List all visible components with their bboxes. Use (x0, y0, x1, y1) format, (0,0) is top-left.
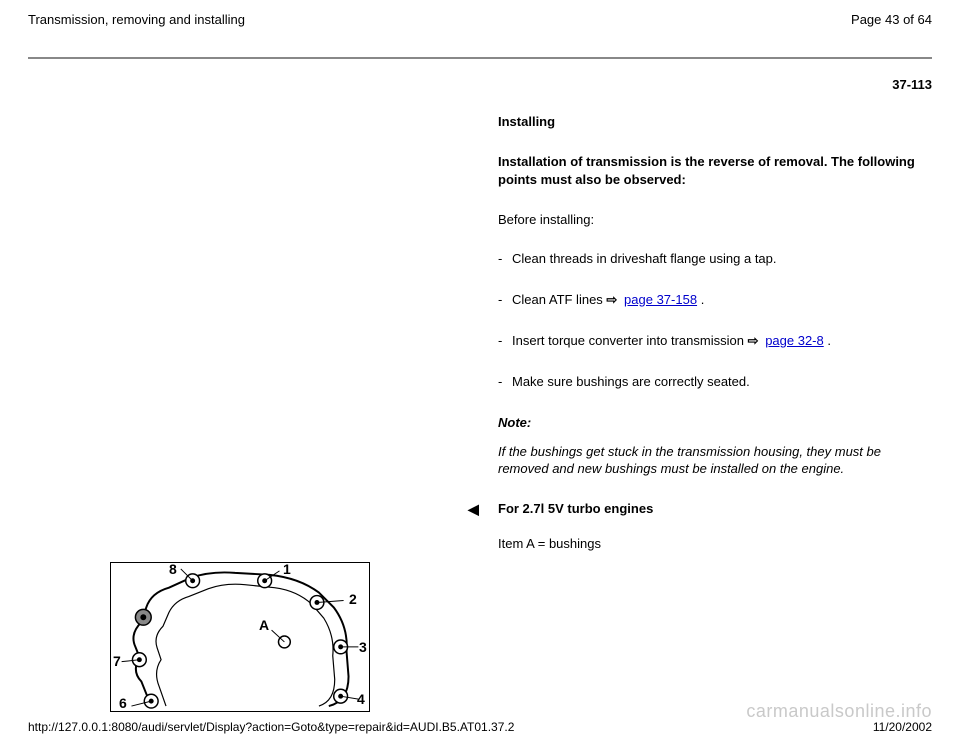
bullet-pre: Insert torque converter into transmissio… (512, 333, 748, 348)
bullet-dash: - (498, 251, 512, 268)
bullet-post: . (827, 333, 831, 348)
diagram-label-7: 7 (113, 653, 121, 669)
bullet-dash: - (498, 374, 512, 391)
bullet-item: - Clean threads in driveshaft flange usi… (498, 251, 918, 268)
page-indicator: Page 43 of 64 (851, 12, 932, 27)
bullet-item: - Insert torque converter into transmiss… (498, 333, 918, 350)
bullet-post: . (701, 292, 705, 307)
doc-title: Transmission, removing and installing (28, 12, 245, 27)
heading-installing: Installing (498, 114, 918, 129)
diagram-label-a: A (259, 617, 269, 633)
bullet-item: - Make sure bushings are correctly seate… (498, 374, 918, 391)
engine-line: Item A = bushings (498, 536, 918, 551)
watermark: carmanualsonline.info (746, 701, 932, 722)
page-link[interactable]: page 37-158 (624, 292, 697, 307)
page-link[interactable]: page 32-8 (765, 333, 824, 348)
bullet-text: Make sure bushings are correctly seated. (512, 374, 918, 391)
bullet-item: - Clean ATF lines ⇨ page 37-158 . (498, 292, 918, 309)
intro-text: Installation of transmission is the reve… (498, 153, 918, 188)
footer-date: 11/20/2002 (873, 720, 932, 734)
pointer-arrow-icon: ◀ (468, 501, 498, 518)
bullet-text: Clean ATF lines ⇨ page 37-158 . (512, 292, 918, 309)
technical-diagram: 1 2 3 4 6 7 8 A (110, 562, 370, 712)
section-number: 37-113 (28, 77, 932, 92)
diagram-label-2: 2 (349, 591, 357, 607)
footer-url: http://127.0.0.1:8080/audi/servlet/Displ… (28, 720, 514, 734)
before-text: Before installing: (498, 212, 918, 227)
bullet-text: Clean threads in driveshaft flange using… (512, 251, 918, 268)
bullet-dash: - (498, 292, 512, 309)
bullet-text: Insert torque converter into transmissio… (512, 333, 918, 350)
arrow-icon: ⇨ (748, 333, 762, 350)
engine-heading: For 2.7l 5V turbo engines (498, 501, 918, 518)
bullet-dash: - (498, 333, 512, 350)
horizontal-rule (28, 57, 932, 59)
diagram-label-4: 4 (357, 691, 365, 707)
note-body: If the bushings get stuck in the transmi… (498, 444, 918, 478)
diagram-label-8: 8 (169, 562, 177, 577)
bullet-pre: Clean ATF lines (512, 292, 606, 307)
arrow-icon: ⇨ (606, 292, 620, 309)
diagram-label-1: 1 (283, 562, 291, 577)
note-label: Note: (498, 415, 918, 430)
diagram-label-3: 3 (359, 639, 367, 655)
diagram-label-6: 6 (119, 695, 127, 711)
